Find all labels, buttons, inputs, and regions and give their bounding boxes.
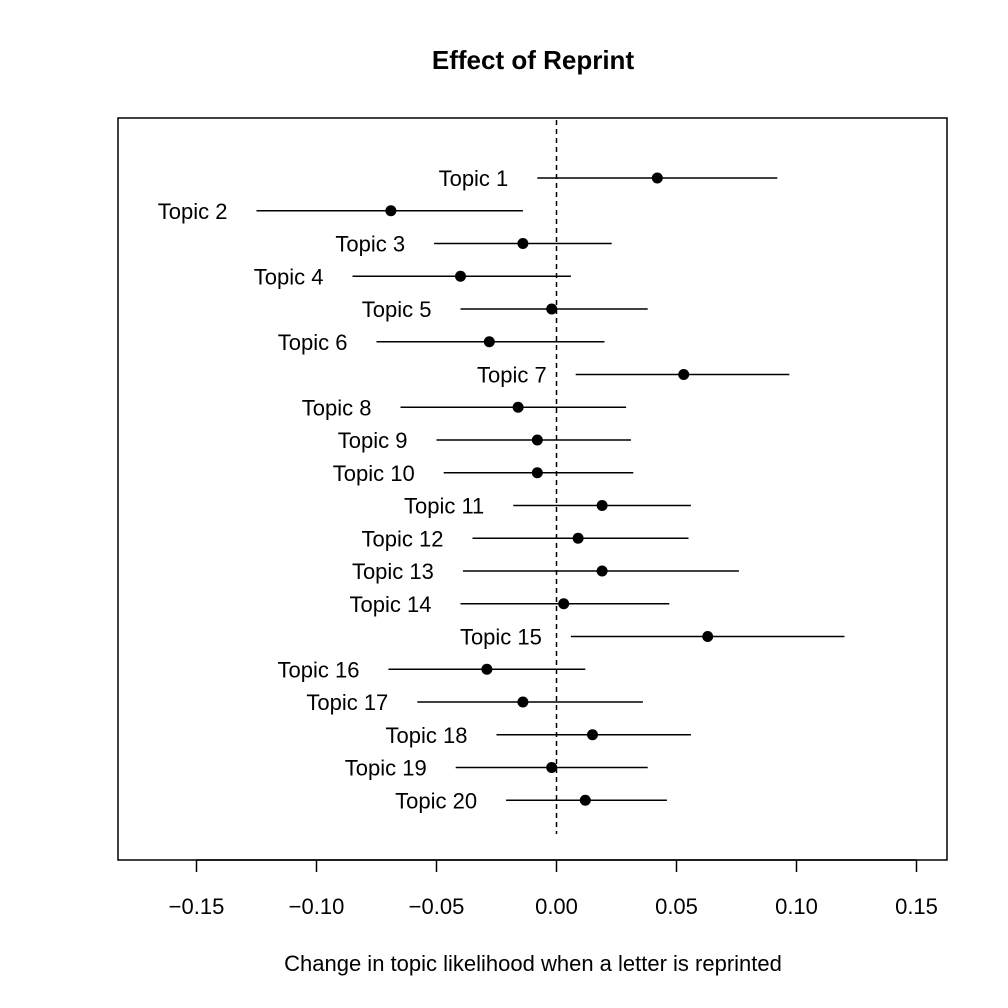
topic-row: Topic 2 [158,199,523,224]
topic-label: Topic 20 [395,788,477,813]
chart-title: Effect of Reprint [432,45,635,75]
x-tick-label: −0.10 [289,894,345,919]
topic-label: Topic 1 [439,166,509,191]
point-estimate [531,467,543,479]
topic-label: Topic 13 [352,559,434,584]
topic-label: Topic 5 [362,297,432,322]
topic-row: Topic 10 [333,461,634,486]
point-estimate [483,336,495,348]
point-estimate [572,532,584,544]
topic-label: Topic 7 [477,363,547,388]
x-tick-label: −0.05 [409,894,465,919]
topic-label: Topic 11 [404,494,484,519]
topic-row: Topic 16 [278,657,586,682]
topic-label: Topic 9 [338,428,408,453]
topic-row: Topic 18 [386,723,691,748]
topic-row: Topic 9 [338,428,631,453]
topic-row: Topic 5 [362,297,648,322]
topic-row: Topic 4 [254,264,571,289]
topic-row: Topic 11 [404,494,691,519]
topic-row: Topic 20 [395,788,667,813]
topic-label: Topic 15 [460,625,542,650]
topic-label: Topic 19 [345,756,427,781]
x-tick-label: −0.15 [169,894,225,919]
point-estimate [651,172,663,184]
point-estimate [546,762,558,773]
topic-row: Topic 8 [302,395,627,420]
x-tick-label: 0.15 [895,894,938,919]
x-tick-label: 0.10 [775,894,818,919]
point-estimate [596,565,608,577]
point-estimate [702,631,714,642]
topic-label: Topic 18 [386,723,468,748]
topic-label: Topic 6 [278,330,348,355]
x-tick-label: 0.00 [535,894,578,919]
point-estimate [481,663,493,675]
topic-label: Topic 10 [333,461,415,486]
point-estimate [596,500,608,511]
topic-row: Topic 12 [362,526,689,551]
topic-row: Topic 6 [278,330,605,355]
topic-row: Topic 15 [460,625,845,650]
topic-label: Topic 14 [350,592,432,617]
topic-row: Topic 1 [439,166,778,191]
topic-row: Topic 7 [477,363,790,388]
point-estimate [558,598,570,610]
x-tick-label: 0.05 [655,894,698,919]
topic-label: Topic 16 [278,657,360,682]
topic-row: Topic 13 [352,559,739,584]
topic-label: Topic 12 [362,526,444,551]
point-estimate [455,270,466,282]
topic-row: Topic 19 [345,756,648,781]
point-estimate [531,434,543,446]
point-estimate [512,401,524,413]
topic-label: Topic 8 [302,395,372,420]
point-estimate [517,238,529,249]
point-estimate [517,696,529,708]
topic-label: Topic 2 [158,199,228,224]
point-estimate [546,303,558,315]
point-estimate [587,729,598,741]
x-axis: −0.15 −0.10 −0.05 0.00 0.05 0.10 0.15 [169,859,938,919]
topic-row: Topic 14 [350,592,670,617]
topic-label: Topic 3 [335,232,405,257]
series-layer: Topic 1 Topic 2 Topic 3 Topic 4 Topic 5 Topic… [158,166,845,813]
plot-frame [117,117,948,861]
topic-row: Topic 3 [335,232,612,257]
point-estimate [385,205,397,217]
topic-row: Topic 17 [306,690,643,715]
x-axis-label: Change in topic likelihood when a letter… [284,951,782,976]
point-estimate [579,794,591,806]
topic-label: Topic 4 [254,264,324,289]
point-estimate [678,369,690,380]
topic-label: Topic 17 [306,690,388,715]
